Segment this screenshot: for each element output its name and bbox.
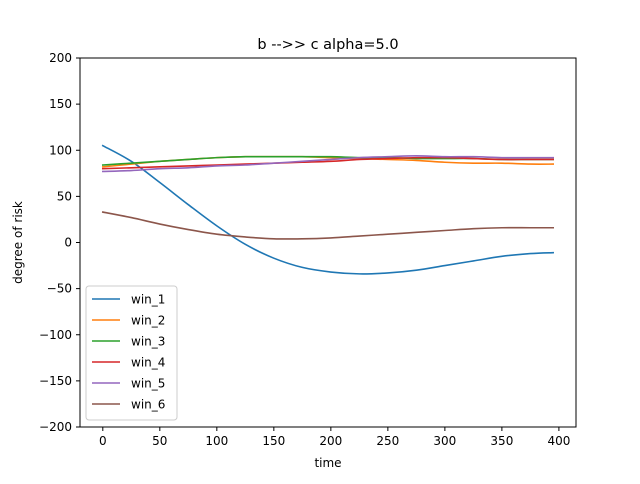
- x-tick-label: 250: [376, 434, 399, 448]
- y-tick-label: 150: [49, 97, 72, 111]
- y-tick-label: −200: [39, 420, 72, 434]
- x-tick-label: 350: [490, 434, 513, 448]
- x-tick-label: 0: [99, 434, 107, 448]
- y-tick-label: 50: [57, 189, 72, 203]
- x-tick-label: 400: [547, 434, 570, 448]
- y-tick-label: 200: [49, 51, 72, 65]
- x-axis-label: time: [314, 456, 341, 470]
- legend-entries: win_1 win_2 win_3 win_4 win_5 win_6: [92, 293, 165, 412]
- legend-entry: win_2: [92, 314, 165, 328]
- legend-entry: win_5: [92, 377, 165, 391]
- legend-entry: win_3: [92, 335, 165, 349]
- legend-entry: win_6: [92, 398, 165, 412]
- y-axis: −200 −150 −100 −50 0 50 100 150 200: [39, 51, 80, 434]
- y-tick-label: 100: [49, 143, 72, 157]
- series-line-win-6: [101, 211, 554, 240]
- legend-label: win_1: [131, 293, 165, 307]
- series-layer: [101, 144, 555, 275]
- x-tick-label: 100: [205, 434, 228, 448]
- x-tick-label: 200: [319, 434, 342, 448]
- y-tick-label: 0: [64, 236, 72, 250]
- x-axis: 0 50 100 150 200 250 300 350 400: [99, 427, 570, 448]
- legend-label: win_3: [131, 335, 165, 349]
- series-line-win-1: [101, 144, 555, 275]
- chart-title: b -->> c alpha=5.0: [257, 37, 398, 53]
- series-line-win-4: [101, 156, 554, 170]
- y-tick-label: −100: [39, 328, 72, 342]
- legend-entry: win_4: [92, 356, 165, 370]
- series-line-win-5: [101, 154, 554, 173]
- legend: win_1 win_2 win_3 win_4 win_5 win_6: [85, 285, 178, 421]
- legend-label: win_6: [131, 398, 165, 412]
- x-tick-label: 50: [152, 434, 167, 448]
- y-tick-label: −150: [39, 374, 72, 388]
- legend-entry: win_1: [92, 293, 165, 307]
- y-tick-label: −50: [47, 282, 72, 296]
- x-tick-label: 150: [262, 434, 285, 448]
- legend-label: win_5: [131, 377, 165, 391]
- legend-label: win_2: [131, 314, 165, 328]
- x-tick-label: 300: [433, 434, 456, 448]
- legend-label: win_4: [131, 356, 165, 370]
- y-axis-label: degree of risk: [11, 201, 25, 284]
